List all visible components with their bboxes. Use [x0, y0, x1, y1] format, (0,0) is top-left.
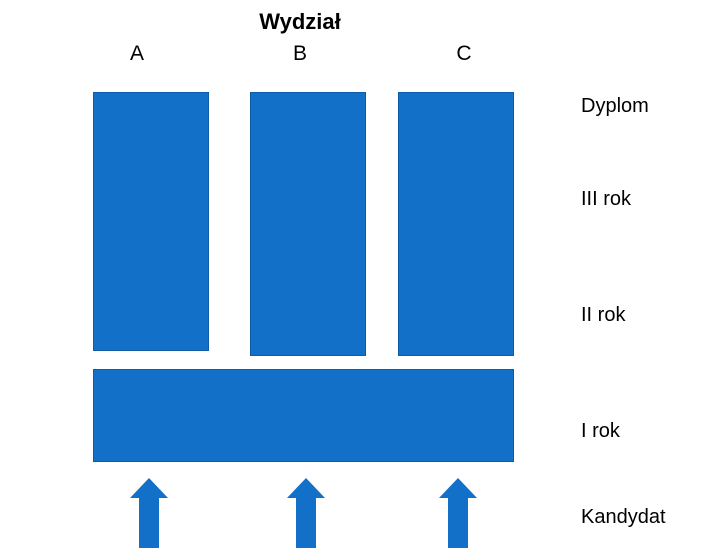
- first-year-block: [93, 369, 514, 462]
- faculty-b-block: [250, 92, 366, 356]
- level-label-year-1: I rok: [581, 420, 620, 442]
- level-label-diploma: Dyplom: [581, 95, 649, 117]
- level-label-candidate: Kandydat: [581, 506, 666, 528]
- faculty-c-block: [398, 92, 514, 356]
- level-label-year-3: III rok: [581, 188, 632, 210]
- up-arrow-icon: [130, 478, 168, 548]
- up-arrow-icon: [287, 478, 325, 548]
- up-arrow-icon: [439, 478, 477, 548]
- faculty-label-b: B: [292, 42, 307, 65]
- faculty-label-c: C: [456, 42, 472, 65]
- faculty-label-a: A: [129, 42, 144, 65]
- faculty-a-block: [93, 92, 209, 351]
- level-label-year-2: II rok: [581, 304, 626, 326]
- diagram-title: Wydział: [259, 9, 341, 34]
